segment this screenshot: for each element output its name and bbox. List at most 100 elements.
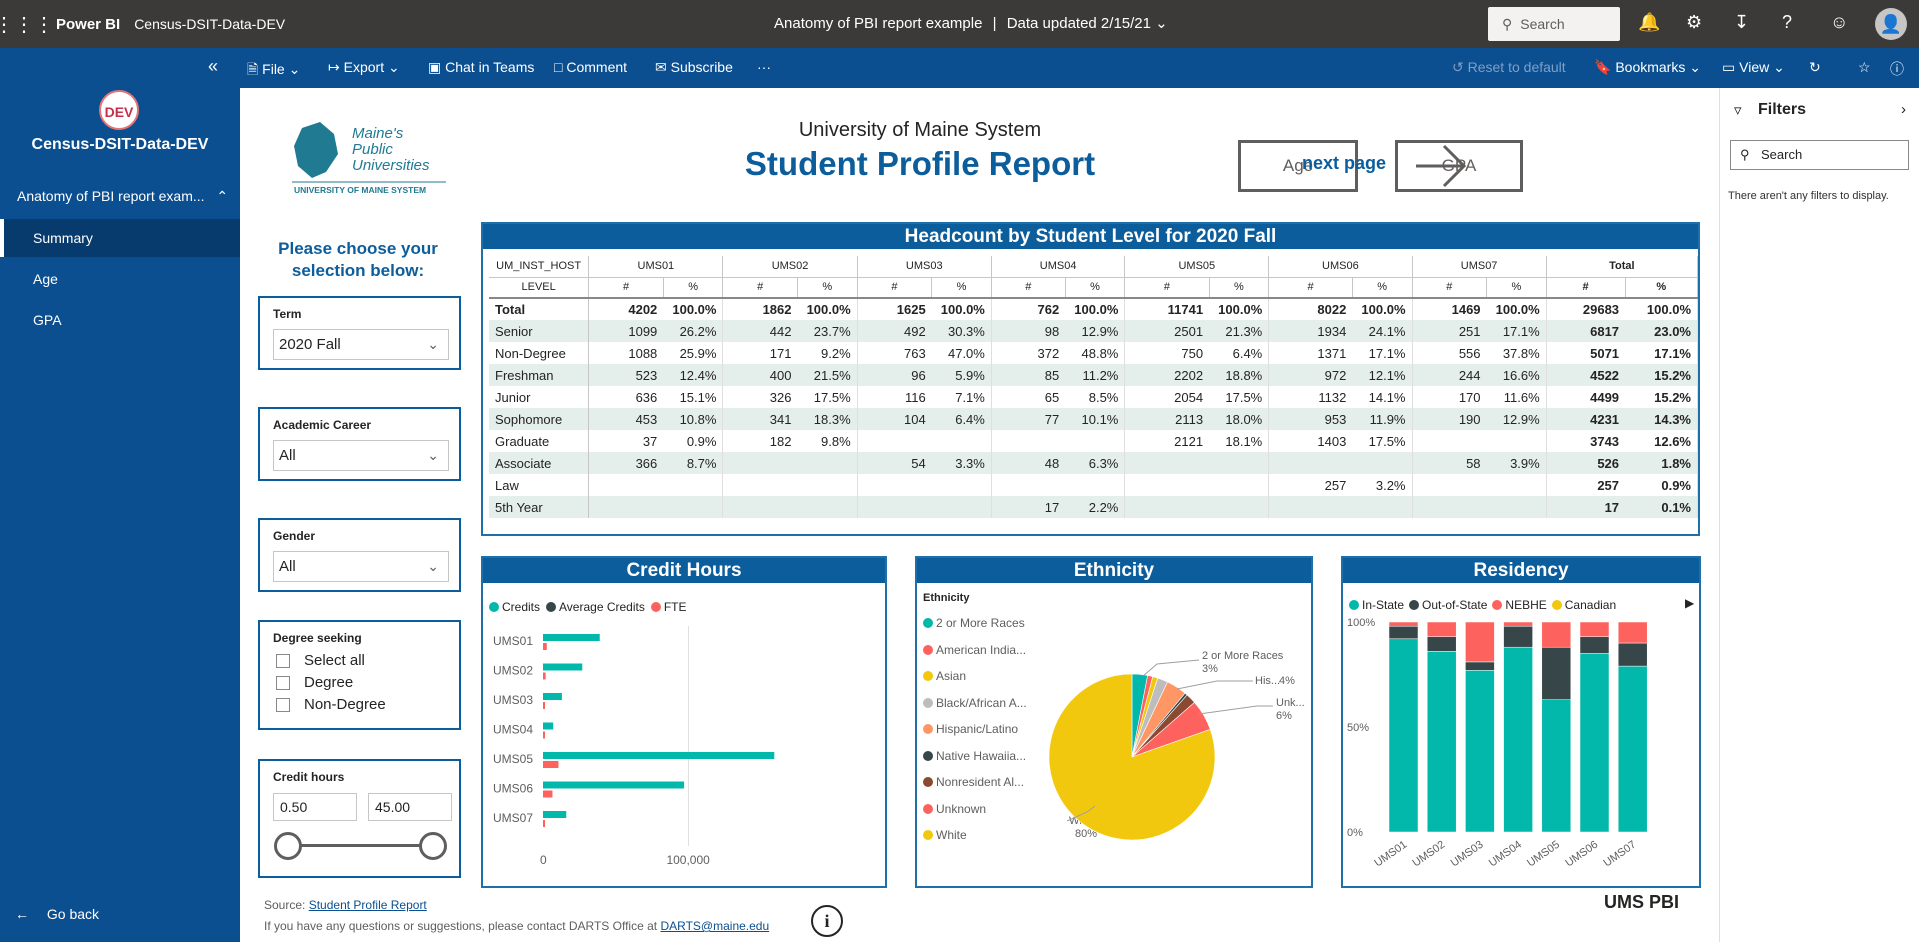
export-menu[interactable]: ↦ Export ⌄ [328, 59, 400, 75]
table-cell[interactable]: 0.9% [1625, 474, 1699, 496]
table-cell[interactable]: 65 [1044, 389, 1060, 405]
table-cell[interactable]: 17.5% [1209, 386, 1270, 408]
chat-in-teams-button[interactable]: ▣ Chat in Teams [428, 59, 535, 75]
table-cell[interactable]: 9.8% [797, 430, 858, 452]
table-cell[interactable]: 6.4% [931, 408, 992, 430]
table-cell[interactable]: 15.2% [1625, 386, 1699, 408]
table-cell[interactable] [1486, 496, 1547, 518]
table-cell[interactable] [588, 496, 664, 518]
table-cell[interactable] [931, 430, 992, 452]
table-cell[interactable]: 10.8% [663, 408, 724, 430]
table-cell[interactable] [931, 474, 992, 496]
table-cell[interactable]: 15.1% [663, 386, 724, 408]
legend-item[interactable]: American India... [923, 643, 1026, 657]
table-cell[interactable]: 171 [769, 345, 792, 361]
table-cell[interactable] [1125, 474, 1209, 496]
download-icon[interactable]: ↧ [1734, 12, 1750, 32]
table-cell[interactable]: 100.0% [1352, 298, 1413, 320]
table-cell[interactable] [991, 474, 1065, 496]
global-search[interactable]: ⚲ Search [1488, 7, 1620, 41]
col-subheader[interactable]: % [1209, 277, 1270, 299]
report-title-header[interactable]: Anatomy of PBI report example | Data upd… [774, 15, 1168, 32]
table-cell[interactable]: 6817 [1546, 320, 1626, 342]
bell-icon[interactable]: 🔔 [1638, 12, 1661, 32]
ethnicity-visual[interactable]: Ethnicity Ethnicity 2 or More Races Ameri… [915, 556, 1313, 888]
col-subheader[interactable]: % [1065, 277, 1126, 299]
table-cell[interactable]: 400 [722, 364, 798, 386]
row-label[interactable]: Total [489, 298, 590, 320]
info-icon[interactable]: ⓘ [1890, 61, 1904, 77]
table-cell[interactable]: 7.1% [931, 386, 992, 408]
table-cell[interactable] [857, 474, 932, 496]
table-cell[interactable]: 47.0% [931, 342, 992, 364]
table-cell[interactable]: 4202 [628, 302, 658, 317]
table-cell[interactable]: 18.3% [797, 408, 858, 430]
table-cell[interactable] [1209, 452, 1270, 474]
legend-item[interactable]: Canadian [1551, 598, 1616, 612]
table-cell[interactable]: 16.6% [1486, 364, 1547, 386]
stacked-bar-segment[interactable] [1579, 621, 1610, 637]
table-cell[interactable] [857, 496, 932, 518]
career-dropdown[interactable]: All ⌄ [273, 440, 449, 471]
row-label[interactable]: 5th Year [489, 496, 590, 518]
stacked-bar-segment[interactable] [1465, 670, 1495, 833]
col-subheader[interactable]: % [931, 277, 992, 299]
table-cell[interactable]: 98 [991, 320, 1066, 342]
legend-item[interactable]: 2 or More Races [923, 616, 1025, 630]
pie-slice[interactable] [1048, 673, 1216, 841]
legend-item[interactable]: Out-of-State [1409, 598, 1487, 612]
refresh-icon[interactable]: ↻ [1809, 59, 1821, 75]
table-cell[interactable]: 15.2% [1625, 364, 1699, 386]
table-cell[interactable] [722, 452, 798, 474]
more-options-icon[interactable]: ··· [757, 59, 771, 75]
table-cell[interactable]: 1132 [1318, 389, 1347, 405]
source-link[interactable]: Student Profile Report [308, 898, 427, 912]
credit-max-input[interactable]: 45.00 [368, 793, 452, 821]
col-subheader[interactable]: # [722, 277, 798, 299]
table-cell[interactable]: 37.8% [1486, 342, 1547, 364]
workspace-name[interactable]: Census-DSIT-Data-DEV [134, 16, 286, 32]
file-menu[interactable]: 🗎 File ⌄ [247, 61, 301, 77]
table-cell[interactable]: 5.9% [931, 364, 992, 386]
table-cell[interactable]: 12.6% [1625, 430, 1699, 452]
legend-item[interactable]: Unknown [923, 802, 986, 816]
table-cell[interactable]: 341 [722, 408, 798, 430]
table-cell[interactable]: 170 [1458, 389, 1481, 405]
col-subheader[interactable]: % [663, 277, 724, 299]
col-header-campus[interactable]: UMS03 [857, 256, 992, 278]
stacked-bar-segment[interactable] [1541, 699, 1572, 833]
stacked-bar-segment[interactable] [1617, 642, 1648, 667]
table-cell[interactable] [722, 496, 798, 518]
table-cell[interactable]: 18.0% [1209, 408, 1270, 430]
table-cell[interactable]: 526 [1546, 452, 1626, 474]
nav-page-age[interactable]: Age [33, 271, 58, 287]
table-cell[interactable]: 1625 [896, 302, 926, 317]
stacked-bar-segment[interactable] [1541, 621, 1572, 648]
info-icon[interactable]: i [811, 905, 843, 937]
table-cell[interactable]: 251 [1412, 320, 1487, 342]
term-dropdown[interactable]: 2020 Fall ⌄ [273, 329, 449, 360]
table-cell[interactable] [1124, 452, 1210, 474]
col-subheader[interactable]: % [1352, 277, 1413, 299]
table-cell[interactable]: 2054 [1174, 389, 1204, 405]
table-cell[interactable]: 11.2% [1065, 364, 1126, 386]
table-cell[interactable]: 30.3% [931, 320, 992, 342]
row-label[interactable]: Non-Degree [489, 342, 590, 364]
table-cell[interactable]: 953 [1268, 408, 1353, 430]
stacked-bar-segment[interactable] [1617, 665, 1648, 833]
collapse-pane-icon[interactable]: › [1901, 101, 1906, 118]
nav-page-summary[interactable]: Summary [0, 219, 240, 257]
table-cell[interactable] [1268, 496, 1353, 518]
table-cell[interactable]: 1099 [588, 320, 664, 342]
legend-item[interactable]: Nonresident Al... [923, 775, 1024, 789]
table-cell[interactable]: 17.1% [1625, 342, 1699, 364]
next-page-button[interactable]: next page [1302, 144, 1467, 188]
table-cell[interactable] [1412, 430, 1487, 452]
col-subheader[interactable]: # [991, 277, 1066, 299]
table-cell[interactable]: 4231 [1546, 408, 1626, 430]
bar-fte[interactable] [543, 731, 545, 739]
table-cell[interactable]: 23.0% [1625, 320, 1699, 342]
table-cell[interactable]: 763 [903, 345, 926, 361]
nav-page-gpa[interactable]: GPA [33, 312, 62, 328]
col-subheader[interactable]: # [588, 277, 664, 299]
